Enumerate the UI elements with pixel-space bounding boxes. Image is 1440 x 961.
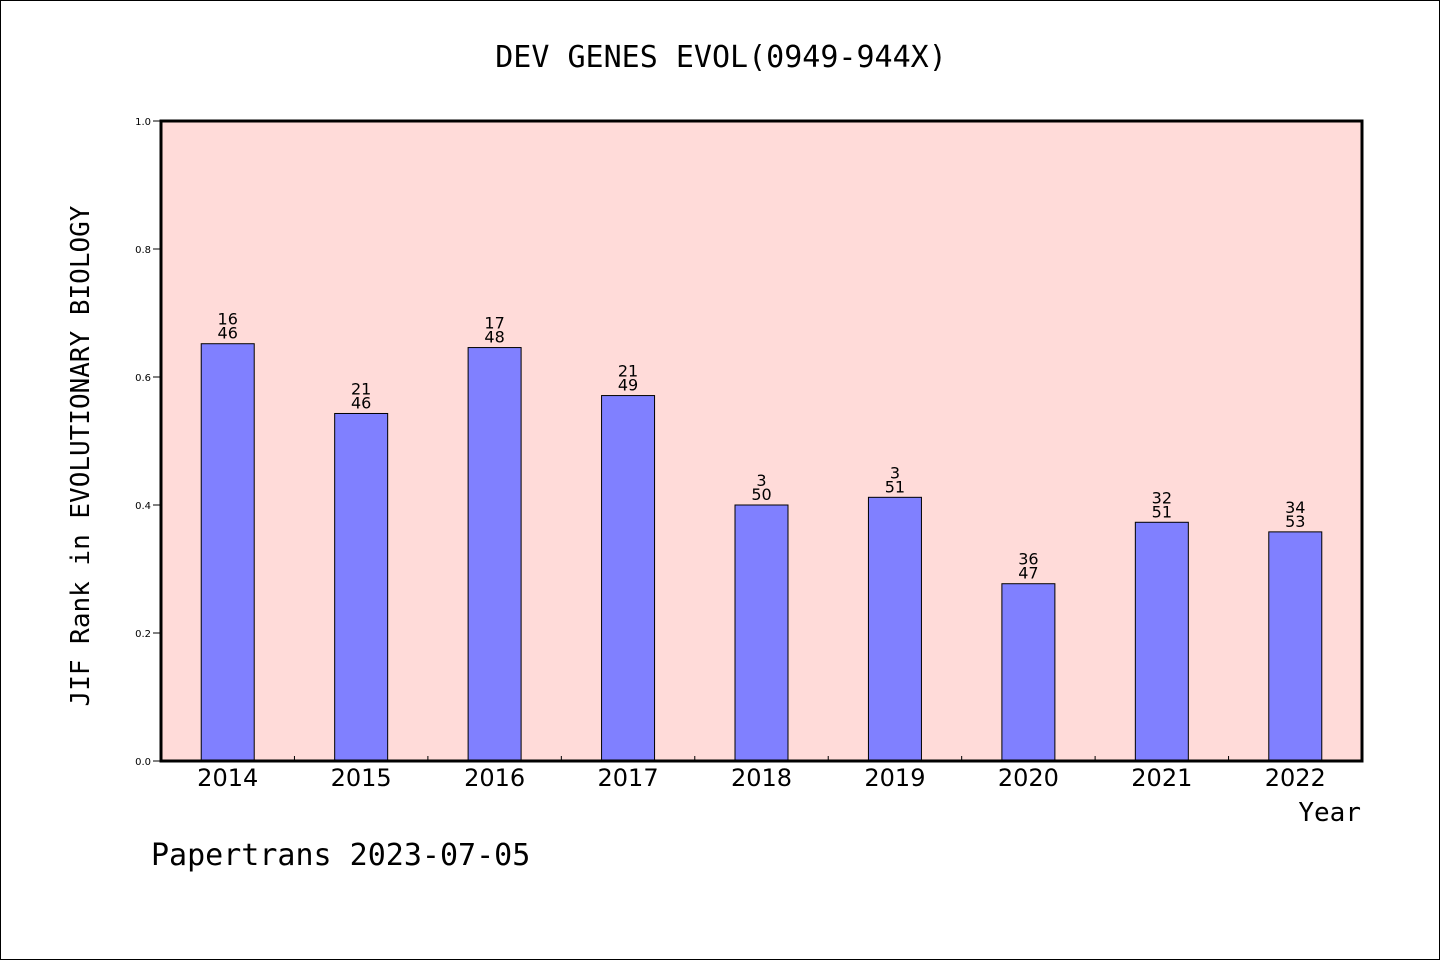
x-tick-label-2019: 2019 xyxy=(864,764,925,792)
bar-label-total-2014: 46 xyxy=(218,324,238,343)
x-axis-label: Year xyxy=(1298,798,1361,828)
footer-credit: Papertrans 2023-07-05 xyxy=(151,838,530,873)
x-tick-label-2022: 2022 xyxy=(1265,764,1326,792)
bar-label-rank-2019: 3 xyxy=(890,463,900,482)
bar-label-rank-2016: 17 xyxy=(484,314,504,333)
x-tick-label-2020: 2020 xyxy=(998,764,1059,792)
y-tick-label-0.2: 0.2 xyxy=(135,629,151,640)
bar-label-total-2018: 50 xyxy=(751,485,771,504)
bar-label-rank-2014: 16 xyxy=(218,310,238,329)
bar-2018 xyxy=(734,504,789,762)
x-tick-label-2014: 2014 xyxy=(197,764,258,792)
y-tick-label-0.4: 0.4 xyxy=(135,501,151,512)
bar-label-rank-2022: 34 xyxy=(1285,498,1305,517)
bar-2014 xyxy=(200,343,255,762)
y-tick-label-0.8: 0.8 xyxy=(135,245,151,256)
y-tick-label-1.0: 1.0 xyxy=(135,117,151,128)
bar-label-total-2019: 51 xyxy=(885,477,905,496)
x-tick-label-2018: 2018 xyxy=(731,764,792,792)
bar-label-rank-2021: 32 xyxy=(1152,488,1172,507)
x-axis-ticks: 2014 2015 2016 2017 2018 2019 2020 2021 2022 xyxy=(197,756,1326,792)
x-tick-label-2021: 2021 xyxy=(1131,764,1192,792)
bars-group xyxy=(200,343,1323,762)
bar-label-total-2020: 47 xyxy=(1018,564,1038,583)
y-tick-label-0.6: 0.6 xyxy=(135,373,151,384)
bar-label-total-2017: 49 xyxy=(618,376,638,395)
bar-2021 xyxy=(1134,521,1189,762)
y-tick-label-0.0: 0.0 xyxy=(135,757,151,768)
chart-title: DEV GENES EVOL(0949-944X) xyxy=(495,40,947,75)
y-axis-ticks: 0.0 0.2 0.4 0.6 0.8 1.0 xyxy=(135,117,161,768)
bar-label-total-2016: 48 xyxy=(484,328,504,347)
bar-2015 xyxy=(334,412,389,762)
bar-label-rank-2017: 21 xyxy=(618,362,638,381)
x-tick-label-2015: 2015 xyxy=(331,764,392,792)
bar-label-total-2022: 53 xyxy=(1285,512,1305,531)
y-axis-label: JIF Rank in EVOLUTIONARY BIOLOGY xyxy=(66,205,96,706)
bar-2022 xyxy=(1268,531,1323,762)
x-tick-label-2016: 2016 xyxy=(464,764,525,792)
bar-2020 xyxy=(1001,583,1056,762)
bar-label-total-2021: 51 xyxy=(1152,502,1172,521)
plot-border xyxy=(159,119,1364,763)
bar-label-rank-2015: 21 xyxy=(351,379,371,398)
bar-label-rank-2020: 36 xyxy=(1018,550,1038,569)
bar-label-total-2015: 46 xyxy=(351,393,371,412)
bar-2019 xyxy=(867,496,922,762)
bar-2016 xyxy=(467,347,522,762)
x-tick-label-2017: 2017 xyxy=(598,764,659,792)
bar-label-rank-2018: 3 xyxy=(756,471,766,490)
bar-2017 xyxy=(601,395,656,762)
